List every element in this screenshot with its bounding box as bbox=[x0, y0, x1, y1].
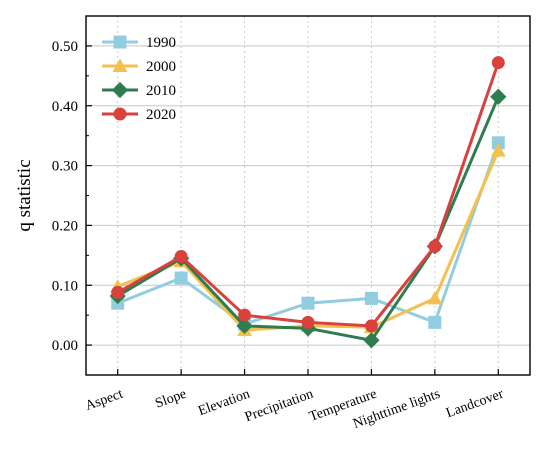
legend: 1990 2000 2010 2020 bbox=[102, 35, 176, 123]
legend-label: 2020 bbox=[146, 107, 176, 123]
x-tick-label: Precipitation bbox=[243, 387, 315, 426]
data-point bbox=[364, 291, 378, 305]
y-tick-label: 0.40 bbox=[52, 99, 78, 115]
axis-ticks bbox=[86, 45, 499, 375]
data-point bbox=[301, 315, 315, 329]
legend-item: 2000 bbox=[102, 58, 176, 75]
legend-item: 2010 bbox=[102, 81, 176, 99]
data-point bbox=[427, 290, 443, 305]
data-point bbox=[301, 296, 315, 310]
x-tick-label: Aspect bbox=[83, 387, 125, 414]
y-tick-label: 0.20 bbox=[52, 218, 78, 234]
data-point bbox=[490, 88, 507, 105]
y-tick-label: 0.00 bbox=[52, 338, 78, 354]
legend-marker bbox=[112, 58, 128, 72]
data-point bbox=[174, 271, 188, 285]
data-point bbox=[236, 317, 253, 335]
data-point bbox=[111, 285, 125, 299]
x-tick-label: Slope bbox=[153, 387, 188, 412]
data-point bbox=[491, 56, 505, 70]
legend-marker bbox=[113, 107, 127, 121]
series-group bbox=[109, 56, 507, 349]
legend-item: 2020 bbox=[102, 107, 176, 123]
data-point bbox=[428, 315, 442, 329]
y-tick-label: 0.50 bbox=[52, 39, 78, 55]
y-tick-label: 0.10 bbox=[52, 278, 78, 294]
data-point bbox=[363, 332, 380, 349]
legend-item: 1990 bbox=[102, 35, 176, 51]
data-point bbox=[428, 239, 442, 253]
legend-label: 1990 bbox=[146, 35, 176, 51]
data-point bbox=[490, 143, 506, 157]
y-tick-label: 0.30 bbox=[52, 159, 78, 175]
data-point bbox=[174, 250, 188, 264]
y-axis-title: q statistic bbox=[14, 159, 35, 231]
x-tick-label: Landcover bbox=[444, 387, 506, 422]
x-tick-labels: Aspect Slope ElevationPrecipitationTempera… bbox=[83, 387, 506, 432]
data-point bbox=[491, 136, 505, 150]
legend-marker bbox=[111, 81, 129, 99]
legend-marker bbox=[113, 35, 127, 49]
legend-label: 2010 bbox=[146, 83, 176, 99]
y-tick-labels: 0.00 0.10 0.20 0.30 0.40 0.50 bbox=[52, 39, 78, 354]
series-2020 bbox=[111, 56, 505, 333]
data-point bbox=[364, 319, 378, 333]
legend-label: 2000 bbox=[146, 59, 176, 75]
data-point bbox=[238, 308, 252, 322]
